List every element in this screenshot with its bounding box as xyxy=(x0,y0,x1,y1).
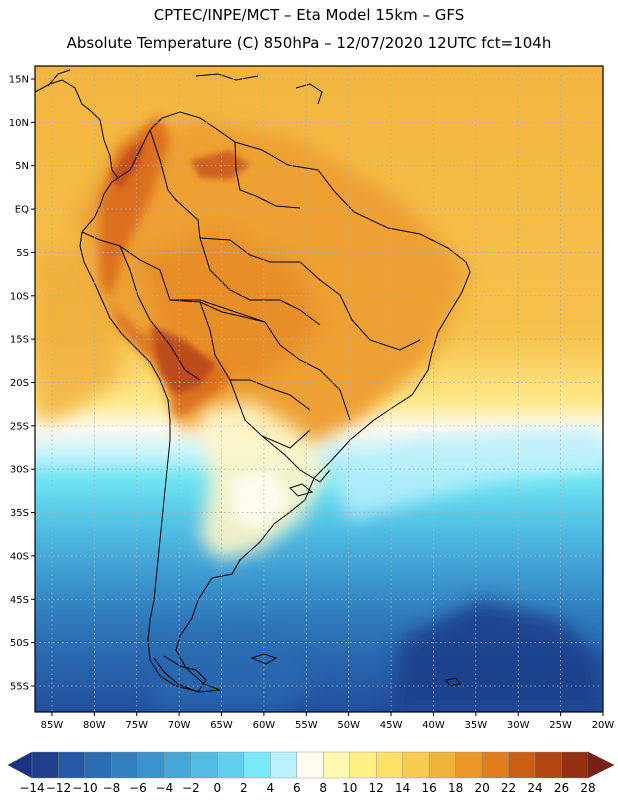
colorbar-label: 22 xyxy=(501,781,516,795)
colorbar-label: 12 xyxy=(369,781,384,795)
colorbar: −14 −12 −10 −8 −6 −4 −2 0 2 4 6 8 10 12 14 16 18 20 22 24 26… xyxy=(7,751,615,795)
lat-tick-label: 25S xyxy=(10,421,29,432)
lon-tick-label: 25W xyxy=(549,720,572,731)
colorbar-swatch xyxy=(58,751,86,779)
lat-tick-label: 5N xyxy=(15,161,29,172)
colorbar-label: 8 xyxy=(319,781,327,795)
colorbar-swatch xyxy=(270,751,297,779)
lon-tick-label: 80W xyxy=(83,720,106,731)
colorbar-label: −12 xyxy=(46,781,71,795)
colorbar-over-triangle xyxy=(587,751,615,779)
lat-tick-label: EQ xyxy=(15,205,29,216)
colorbar-swatch xyxy=(481,751,509,779)
colorbar-label: 20 xyxy=(474,781,489,795)
colorbar-swatch xyxy=(111,751,139,779)
lat-tick-label: 5S xyxy=(16,248,29,259)
colorbar-label: 16 xyxy=(422,781,437,795)
colorbar-swatch xyxy=(137,751,165,779)
colorbar-swatch xyxy=(455,751,483,779)
lat-tick-label: 10N xyxy=(9,118,29,129)
temperature-field xyxy=(35,66,603,712)
lon-tick-label: 70W xyxy=(168,720,191,731)
lat-tick-label: 55S xyxy=(10,681,29,692)
colorbar-swatch xyxy=(190,751,218,779)
graticule xyxy=(35,66,603,712)
colorbar-swatch xyxy=(428,751,456,779)
colorbar-label: −2 xyxy=(182,781,200,795)
colorbar-swatch xyxy=(296,751,324,779)
lon-tick-label: 40W xyxy=(422,720,445,731)
lon-tick-label: 20W xyxy=(592,720,615,731)
map-frame xyxy=(34,65,604,713)
colorbar-label: 28 xyxy=(580,781,595,795)
lon-tick-label: 60W xyxy=(253,720,276,731)
lon-tick-label: 85W xyxy=(41,720,64,731)
lon-tick-label: 50W xyxy=(337,720,360,731)
colorbar-label: 6 xyxy=(293,781,301,795)
lon-tick-label: 45W xyxy=(380,720,403,731)
colorbar-label: 18 xyxy=(448,781,463,795)
lat-tick-label: 10S xyxy=(10,291,29,302)
colorbar-label: 2 xyxy=(240,781,248,795)
lat-tick-label: 45S xyxy=(10,595,29,606)
chart-title-line1: CPTEC/INPE/MCT – Eta Model 15km – GFS xyxy=(153,6,465,24)
lat-tick-label: 15S xyxy=(10,335,29,346)
lat-tick-label: 30S xyxy=(10,465,29,476)
lat-tick-label: 50S xyxy=(10,638,29,649)
colorbar-label: −10 xyxy=(72,781,97,795)
lat-tick-label: 40S xyxy=(10,551,29,562)
colorbar-swatch xyxy=(31,751,59,779)
lon-tick-label: 35W xyxy=(465,720,488,731)
colorbar-swatch xyxy=(534,751,562,779)
colorbar-label: 26 xyxy=(554,781,569,795)
colorbar-swatch xyxy=(243,751,271,779)
colorbar-under-triangle xyxy=(7,751,33,779)
lon-tick-label: 30W xyxy=(507,720,530,731)
lon-tick-label: 75W xyxy=(125,720,148,731)
chart-title-line2: Absolute Temperature (C) 850hPa – 12/07/… xyxy=(66,34,552,52)
colorbar-label: −14 xyxy=(19,781,44,795)
colorbar-swatch xyxy=(349,751,377,779)
colorbar-swatch xyxy=(217,751,245,779)
colorbar-label: −8 xyxy=(103,781,121,795)
lon-tick-label: 65W xyxy=(210,720,233,731)
colorbar-label: 4 xyxy=(266,781,274,795)
longitude-axis: 85W 80W 75W 70W 65W 60W 55W 50W 45W 40W 35W 30W 25W 2… xyxy=(41,712,615,731)
colorbar-label: 24 xyxy=(527,781,542,795)
colorbar-swatch xyxy=(323,751,350,779)
lon-tick-label: 55W xyxy=(295,720,318,731)
colorbar-label: 10 xyxy=(342,781,357,795)
colorbar-label: −6 xyxy=(129,781,147,795)
colorbar-swatch xyxy=(561,751,589,779)
colorbar-swatch xyxy=(84,751,112,779)
colorbar-swatch xyxy=(508,751,536,779)
colorbar-swatch xyxy=(375,751,403,779)
lat-tick-label: 20S xyxy=(10,378,29,389)
colorbar-swatch xyxy=(402,751,430,779)
colorbar-label: 0 xyxy=(214,781,222,795)
latitude-axis: 15N 10N 5N EQ 5S 10S 15S 20S 25S 30S 35S 40S 45S 50S 5… xyxy=(9,75,35,692)
lat-tick-label: 35S xyxy=(10,508,29,519)
colorbar-label: −4 xyxy=(156,781,174,795)
colorbar-label: 14 xyxy=(395,781,410,795)
lat-tick-label: 15N xyxy=(9,75,29,86)
colorbar-swatch xyxy=(164,751,192,779)
